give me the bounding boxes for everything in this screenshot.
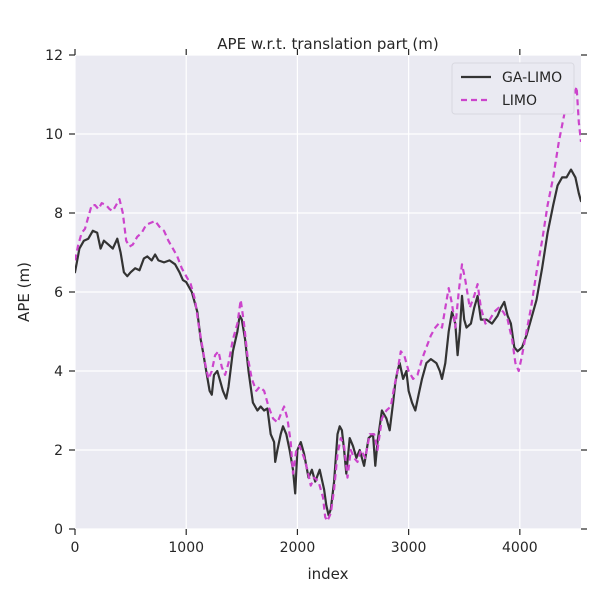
x-tick-label: 1000 [168,540,204,556]
series-line-limo [75,85,581,523]
x-axis-label: index [307,565,348,583]
chart-title: APE w.r.t. translation part (m) [217,35,438,53]
legend: GA-LIMO LIMO [451,62,575,115]
y-tick-label: 12 [45,48,63,64]
y-tick-label: 6 [54,285,63,301]
series-layer [75,85,581,523]
y-tick-label: 0 [54,522,63,538]
y-tick-label: 10 [45,127,63,143]
legend-box [451,62,575,115]
x-tick-label: 3000 [391,540,427,556]
legend-label-limo: LIMO [502,93,537,109]
axis-ticks: 0 1000 2000 3000 4000 0 2 4 6 8 10 12 [45,48,587,556]
y-tick-label: 8 [54,206,63,222]
x-tick-label: 0 [71,540,80,556]
x-tick-label: 4000 [502,540,538,556]
y-tick-label: 4 [54,364,63,380]
y-axis-label: APE (m) [15,262,33,322]
y-tick-label: 2 [54,443,63,459]
series-line-ga-limo [75,168,581,517]
legend-label-ga-limo: GA-LIMO [502,70,562,86]
x-tick-label: 2000 [280,540,316,556]
grid-lines [74,54,581,530]
